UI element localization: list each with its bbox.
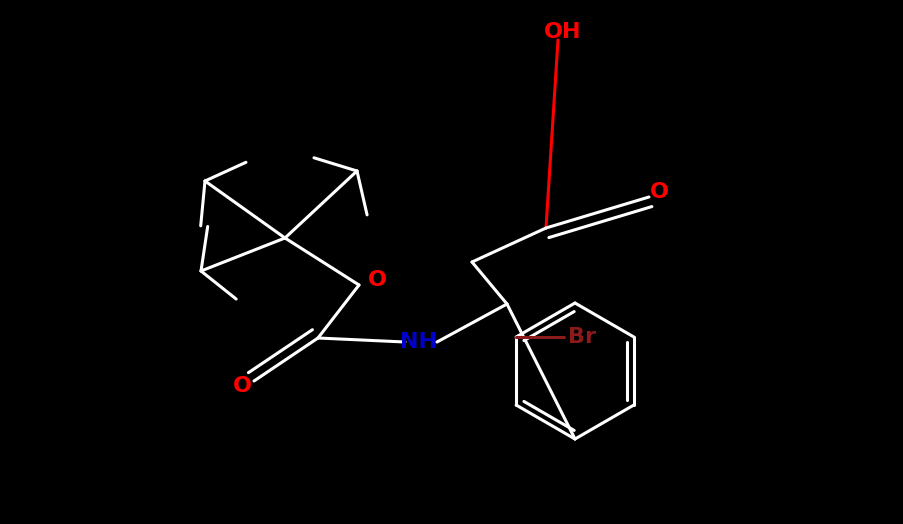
Text: NH: NH (400, 332, 437, 352)
Text: Br: Br (567, 327, 595, 347)
Text: OH: OH (544, 22, 582, 42)
Text: O: O (232, 376, 251, 396)
Text: O: O (368, 270, 386, 290)
Text: O: O (648, 182, 667, 202)
